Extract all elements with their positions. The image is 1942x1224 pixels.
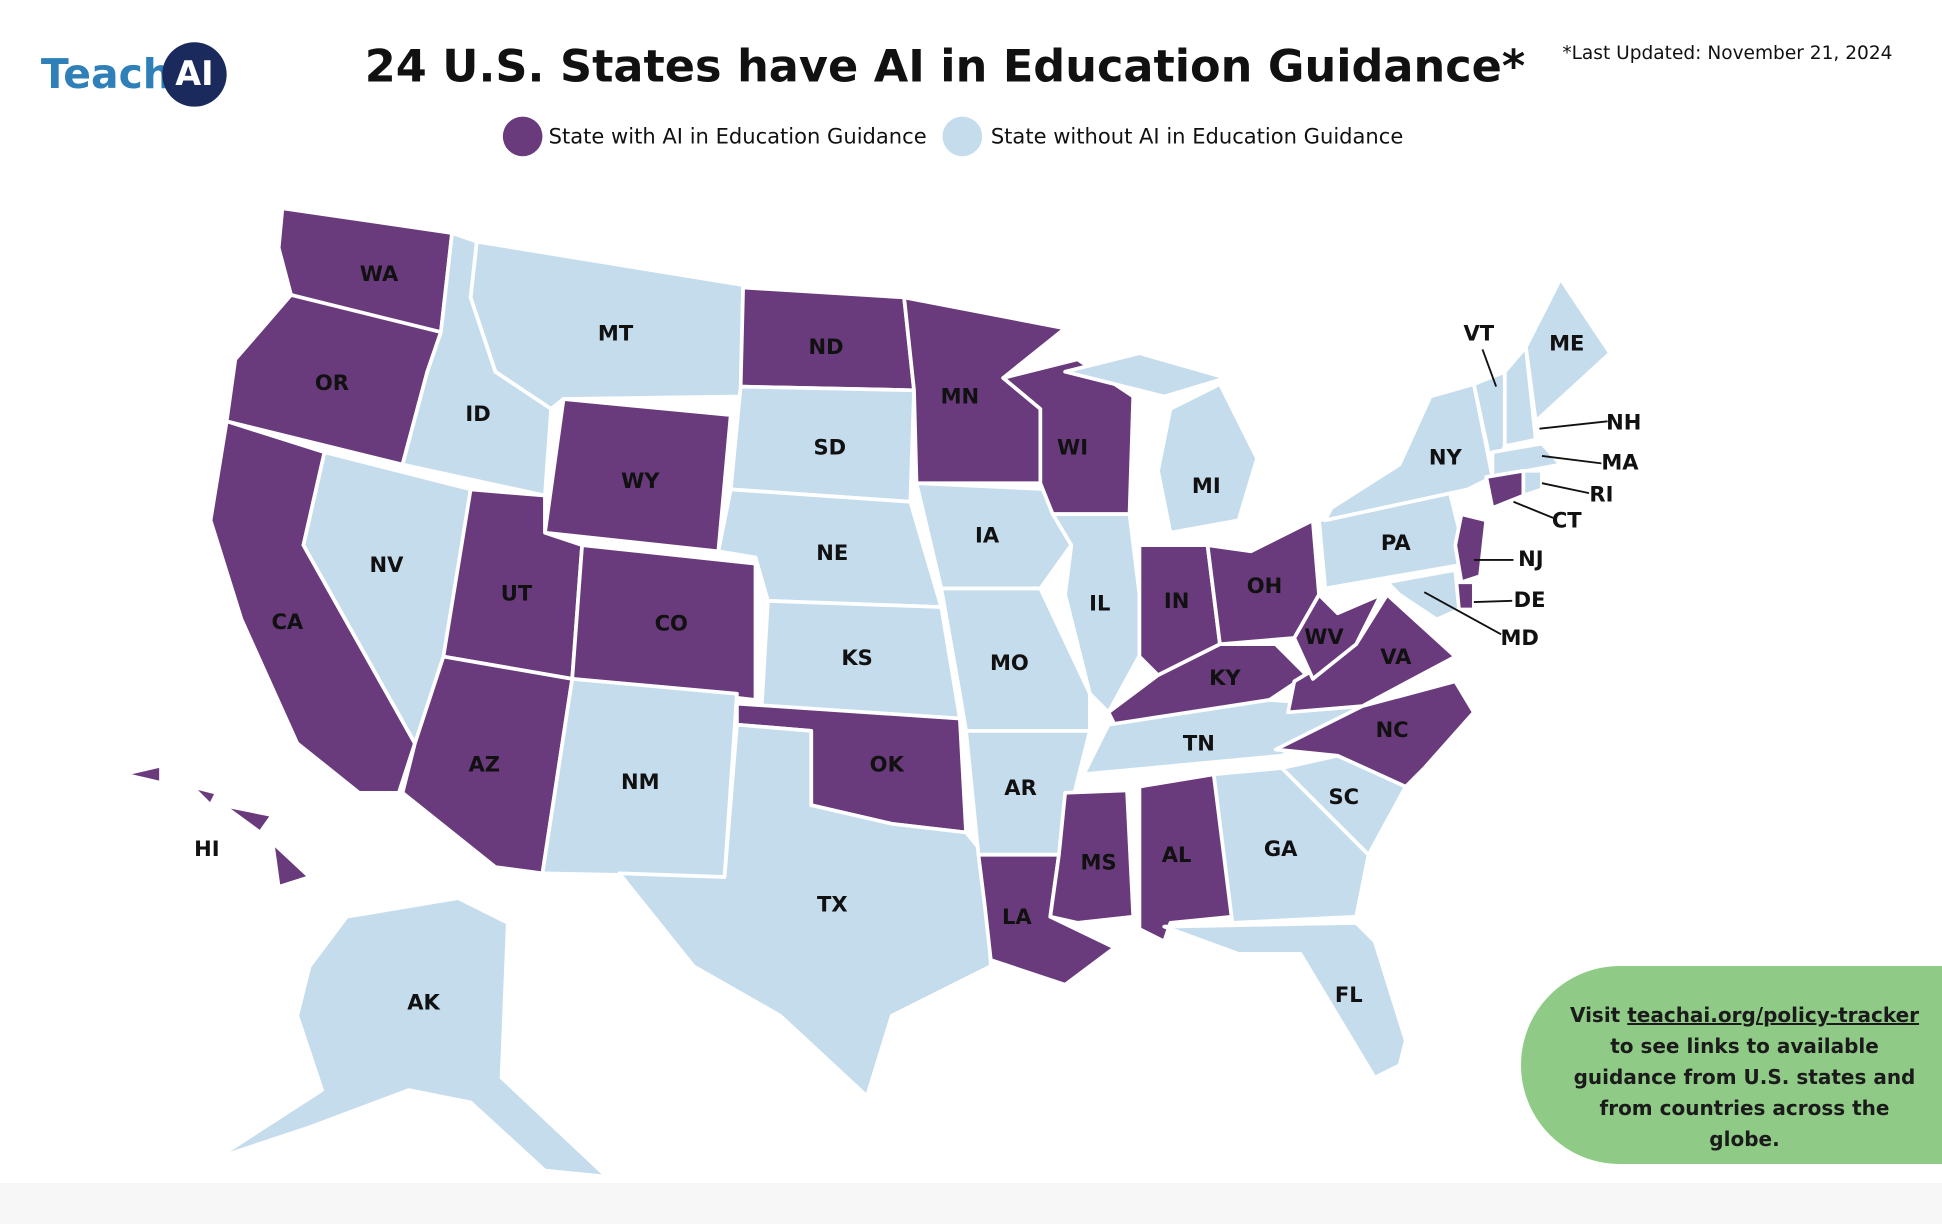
state-label: CA	[271, 609, 303, 634]
state-label: WY	[621, 468, 660, 493]
leader-line	[1473, 599, 1513, 604]
leader-line	[1513, 500, 1554, 519]
state-shape	[190, 784, 219, 808]
state-shape	[1048, 788, 1136, 925]
state-label: UT	[501, 581, 533, 606]
state-label: ME	[1549, 330, 1584, 355]
state-label: MI	[1192, 473, 1221, 498]
callout-text: Visit	[1569, 1003, 1621, 1027]
state-label: NY	[1429, 444, 1463, 469]
state-label: AK	[407, 989, 440, 1014]
state-label: ND	[809, 334, 844, 359]
state-labels: WA OR CA ID NV MT WY UT CO AZ NM ND SD NE KS OK TX MN IA MO…	[194, 261, 1641, 1014]
title: 24 U.S. States have AI in Education Guid…	[365, 41, 1526, 93]
leader-line	[1539, 420, 1608, 430]
state-label: MT	[598, 321, 634, 346]
callout-text: to see links to available guidance from …	[1573, 1034, 1916, 1151]
state-label: NC	[1376, 717, 1409, 742]
state-shape	[1323, 382, 1495, 523]
state-shape	[270, 840, 312, 889]
state-label: OK	[870, 752, 905, 777]
state-label: LA	[1002, 904, 1032, 929]
legend: State with AI in Education Guidance State…	[502, 116, 1403, 157]
state-label: WI	[1057, 435, 1088, 460]
legend-label: State without AI in Education Guidance	[991, 124, 1403, 149]
state-label: AZ	[468, 752, 500, 777]
logo-text: Teach	[41, 50, 172, 98]
state-label: IA	[975, 522, 1000, 547]
state-shape	[1385, 568, 1461, 622]
state-label: MD	[1500, 625, 1538, 650]
state-label: GA	[1264, 836, 1298, 861]
state-label: WA	[360, 261, 399, 286]
callout: Visit teachai.org/policy-tracker to see …	[1521, 966, 1942, 1164]
state-label: NH	[1606, 410, 1641, 435]
state-shape	[914, 481, 1074, 591]
state-label: HI	[194, 836, 219, 861]
state-label: OR	[315, 370, 349, 395]
state-label: IN	[1164, 588, 1189, 613]
state-label: PA	[1381, 530, 1411, 555]
state-label: KY	[1209, 665, 1241, 690]
state-label: MA	[1601, 449, 1639, 474]
state-label: WV	[1304, 624, 1344, 649]
legend-label: State with AI in Education Guidance	[549, 124, 927, 149]
state-label: AR	[1004, 775, 1036, 800]
state-label: CO	[655, 610, 688, 635]
leader-line	[1541, 482, 1590, 495]
state-label: MS	[1081, 849, 1117, 874]
state-shape	[1453, 512, 1489, 585]
state-shape	[121, 763, 163, 785]
state-label: NE	[816, 540, 848, 565]
state-label: TN	[1183, 731, 1215, 756]
state-label: NJ	[1518, 546, 1543, 571]
state-shape	[1063, 351, 1228, 399]
state-label: SC	[1328, 784, 1359, 809]
state-shape	[221, 803, 275, 835]
state-label: KS	[841, 645, 872, 670]
state-label: CT	[1552, 508, 1582, 533]
state-label: IL	[1089, 591, 1110, 616]
state-label: NV	[369, 552, 404, 577]
state-shape	[1156, 382, 1259, 535]
state-label: DE	[1514, 587, 1546, 612]
state-label: VT	[1463, 321, 1494, 346]
states	[121, 206, 1612, 1179]
state-shape	[1490, 441, 1563, 479]
state-shape	[1162, 921, 1408, 1080]
state-shape	[1521, 468, 1544, 498]
state-label: MO	[990, 650, 1029, 675]
state-label: AL	[1162, 842, 1192, 867]
logo-badge	[162, 42, 227, 107]
state-shape	[1273, 679, 1476, 789]
legend-swatch	[942, 116, 983, 157]
leader-line	[1481, 349, 1498, 387]
state-shape	[1523, 276, 1612, 424]
leader-line	[1423, 591, 1502, 636]
state-label: NM	[621, 769, 660, 794]
footer-strip	[0, 1183, 1942, 1224]
last-updated: *Last Updated: November 21, 2024	[1562, 43, 1892, 64]
state-shape	[1050, 512, 1148, 715]
state-shape	[1292, 592, 1383, 681]
state-label: TX	[817, 892, 848, 917]
state-shape	[214, 896, 609, 1179]
state-shape	[1484, 468, 1526, 510]
state-label: SD	[813, 435, 846, 460]
state-label: FL	[1335, 982, 1363, 1007]
leader-line	[1541, 455, 1602, 465]
state-label: OH	[1247, 573, 1283, 598]
state-label: MN	[941, 384, 980, 409]
state-shape	[617, 722, 993, 1099]
callout-link[interactable]: teachai.org/policy-tracker	[1627, 1003, 1920, 1027]
state-label: RI	[1589, 482, 1613, 507]
logo-badge-text: AI	[175, 54, 213, 93]
state-label: ID	[465, 401, 490, 426]
legend-swatch	[502, 116, 543, 157]
state-label: VA	[1380, 644, 1412, 669]
state-shape	[570, 543, 758, 702]
state-shape	[1211, 766, 1371, 925]
